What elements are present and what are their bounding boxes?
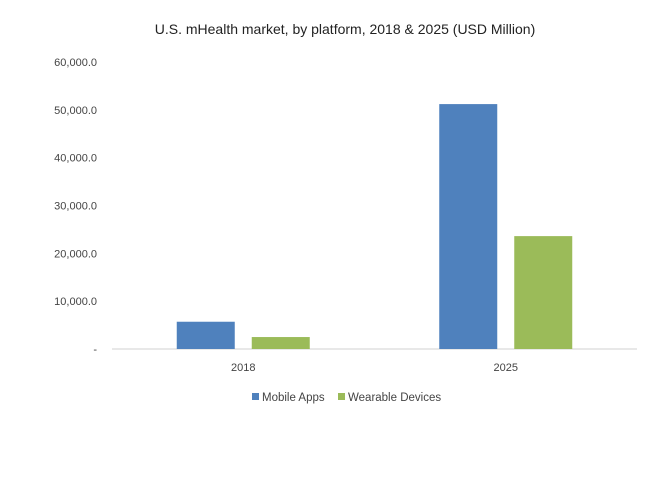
bar-mobile-apps-2025: [439, 104, 498, 350]
y-tick-label: 10,000.0: [54, 296, 97, 308]
legend-label: Mobile Apps: [262, 392, 325, 404]
bar-wearable-devices-2018: [251, 337, 310, 349]
y-tick-label: -: [93, 344, 97, 356]
y-axis-ticks: - 10,000.0 20,000.0 30,000.0 40,000.0 50,000.…: [54, 57, 97, 356]
chart-title: U.S. mHealth market, by platform, 2018 &…: [155, 21, 535, 37]
x-tick-label: 2018: [231, 362, 255, 374]
bars: [176, 104, 573, 350]
legend: Mobile Apps Wearable Devices: [252, 392, 441, 404]
y-tick-label: 20,000.0: [54, 248, 97, 260]
legend-swatch: [338, 393, 345, 400]
legend-label: Wearable Devices: [348, 392, 441, 404]
y-tick-label: 30,000.0: [54, 201, 97, 213]
legend-swatch: [252, 393, 259, 400]
y-tick-label: 40,000.0: [54, 153, 97, 165]
y-tick-label: 50,000.0: [54, 105, 97, 117]
bar-wearable-devices-2025: [514, 236, 573, 349]
bar-mobile-apps-2018: [176, 321, 235, 349]
x-axis-ticks: 2018 2025: [231, 362, 518, 374]
x-tick-label: 2025: [494, 362, 518, 374]
y-tick-label: 60,000.0: [54, 57, 97, 69]
